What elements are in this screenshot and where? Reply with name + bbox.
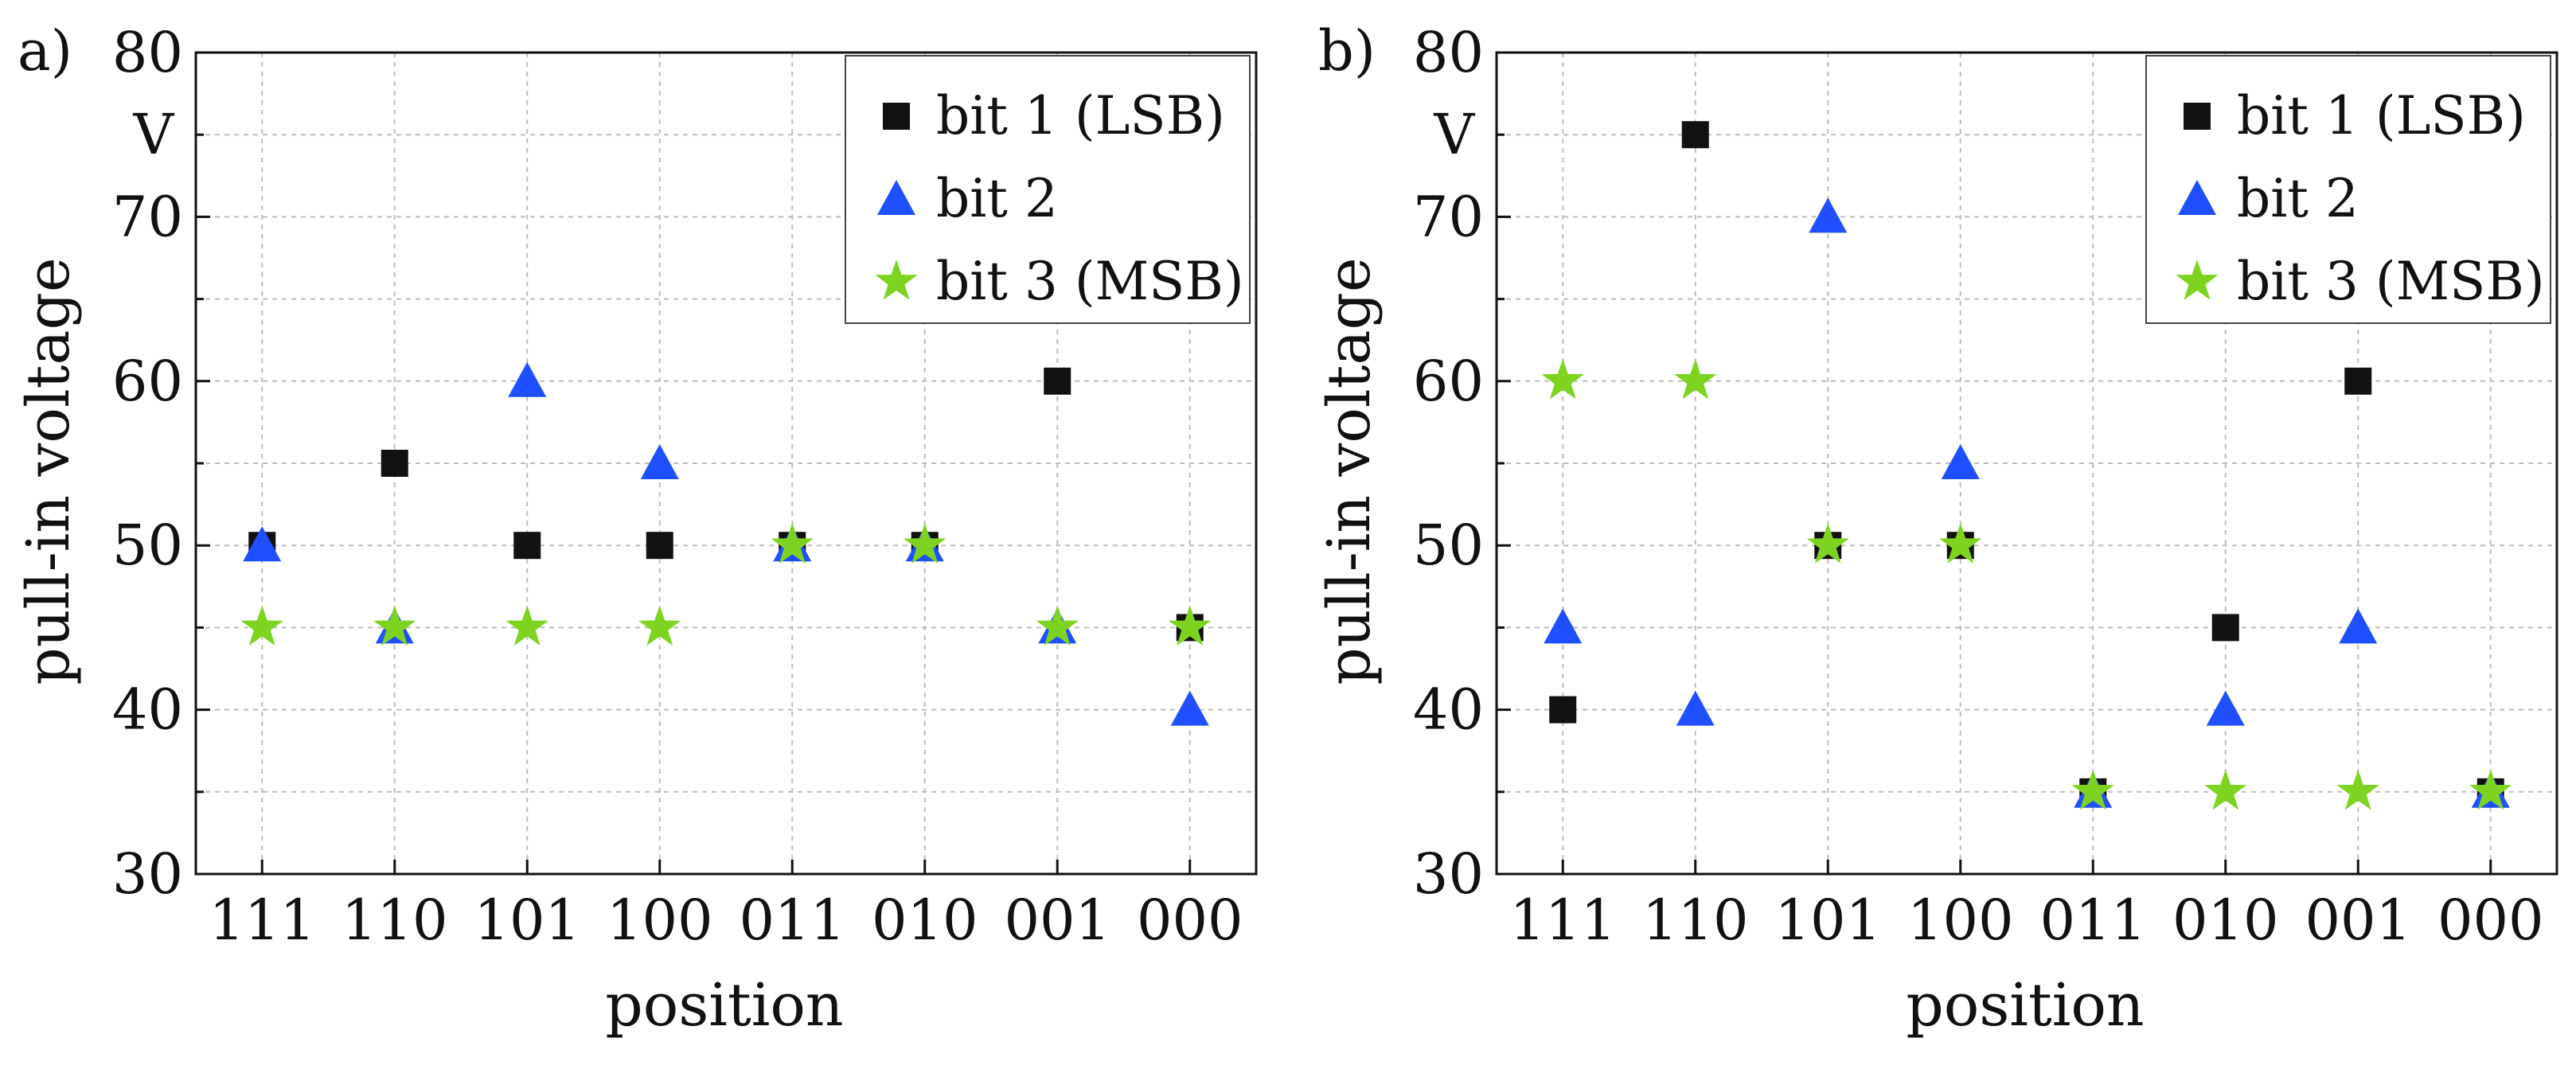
data-point-star [2336, 769, 2379, 810]
y-tick-label: 80 [112, 20, 183, 85]
data-point-square [2211, 614, 2239, 642]
y-tick-label: 30 [1413, 841, 1484, 907]
y-tick-label: 70 [1413, 184, 1484, 249]
legend-label: bit 2 [2237, 168, 2359, 229]
y-tick-label: 50 [1413, 513, 1484, 578]
y-tick-label: 50 [112, 513, 183, 578]
x-tick-label: 110 [1642, 888, 1749, 953]
data-point-star [1939, 523, 1982, 564]
data-point-triangle [1809, 197, 1848, 233]
legend-label: bit 2 [936, 168, 1058, 229]
data-point-square [2344, 367, 2372, 395]
x-tick-label: 101 [474, 888, 580, 953]
x-tick-label: 100 [607, 888, 713, 953]
x-axis-label: position [605, 971, 843, 1040]
legend-marker-triangle [877, 180, 915, 215]
data-point-triangle [1170, 690, 1209, 726]
y-axis-label: pull-in voltage [14, 257, 83, 685]
data-point-square [381, 450, 408, 477]
data-point-triangle [2206, 690, 2245, 726]
x-tick-label: 111 [1509, 888, 1616, 953]
data-point-triangle [2339, 608, 2378, 644]
data-point-square [1044, 367, 1071, 395]
legend-label: bit 1 (LSB) [936, 85, 1225, 146]
y-tick-label: 60 [1413, 349, 1484, 414]
x-tick-label: 010 [872, 888, 978, 953]
data-point-star [1169, 605, 1212, 646]
x-tick-label: 100 [1907, 888, 2014, 953]
data-point-star [638, 605, 681, 646]
panel-label: a) [18, 18, 72, 84]
x-tick-label: 001 [2305, 888, 2411, 953]
data-point-triangle [640, 444, 679, 479]
data-point-star [2071, 769, 2114, 810]
data-point-star [771, 523, 814, 564]
data-point-star [1036, 605, 1079, 646]
legend: bit 1 (LSB) bit 2 bit 3 (MSB) [845, 55, 1251, 324]
legend-marker-triangle [2178, 180, 2216, 215]
data-point-star [904, 523, 946, 564]
data-point-star [240, 605, 283, 646]
y-tick-label: 80 [1413, 20, 1484, 85]
data-point-triangle [508, 361, 547, 397]
legend-box [2145, 55, 2551, 324]
legend-box [845, 55, 1251, 324]
x-axis-label: position [1906, 971, 2144, 1040]
data-point-star [1806, 523, 1849, 564]
x-tick-label: 101 [1774, 888, 1881, 953]
data-point-star [2204, 769, 2247, 810]
y-axis-label: pull-in voltage [1315, 257, 1384, 685]
data-point-square [646, 532, 673, 560]
data-point-star [373, 605, 416, 646]
y-tick-label: 30 [112, 841, 183, 907]
x-tick-label: 110 [342, 888, 448, 953]
y-tick-label: 60 [112, 349, 183, 414]
panel-label: b) [1318, 18, 1376, 84]
x-tick-label: 011 [2039, 888, 2146, 953]
data-point-star [2469, 769, 2512, 810]
legend: bit 1 (LSB) bit 2 bit 3 (MSB) [2145, 55, 2551, 324]
chart-panel-b: 30 40 50 60 70 80 111 110 101 100 011 010 001 000 posi… [1315, 18, 2558, 1040]
legend-label: bit 1 (LSB) [2237, 85, 2526, 146]
x-tick-label: 001 [1004, 888, 1110, 953]
legend-marker-square [883, 103, 910, 130]
data-point-square [513, 532, 541, 560]
data-point-triangle [1544, 608, 1583, 644]
x-tick-label: 000 [2437, 888, 2544, 953]
data-point-square [1681, 121, 1709, 149]
legend-label: bit 3 (MSB) [2237, 251, 2545, 312]
data-point-triangle [1941, 444, 1980, 479]
data-point-star [1674, 358, 1717, 400]
data-point-star [505, 605, 548, 646]
x-tick-label: 010 [2172, 888, 2279, 953]
data-point-triangle [1676, 690, 1715, 726]
data-point-square [1549, 696, 1577, 724]
y-axis-unit: V [1433, 102, 1475, 167]
y-tick-label: 40 [112, 677, 183, 743]
x-tick-label: 011 [739, 888, 845, 953]
x-tick-label: 000 [1137, 888, 1243, 953]
y-tick-label: 70 [112, 184, 183, 249]
x-tick-label: 111 [209, 888, 315, 953]
legend-label: bit 3 (MSB) [936, 251, 1244, 312]
data-point-triangle [243, 526, 282, 562]
y-tick-label: 40 [1413, 677, 1484, 743]
legend-marker-square [2184, 103, 2211, 130]
data-point-star [1541, 358, 1584, 400]
chart-panel-a: 30 40 50 60 70 80 111 110 101 100 011 010 001 000 posi… [14, 18, 1258, 1040]
legend-marker-star [875, 259, 918, 300]
legend-marker-star [2176, 259, 2219, 300]
y-axis-unit: V [132, 102, 174, 167]
